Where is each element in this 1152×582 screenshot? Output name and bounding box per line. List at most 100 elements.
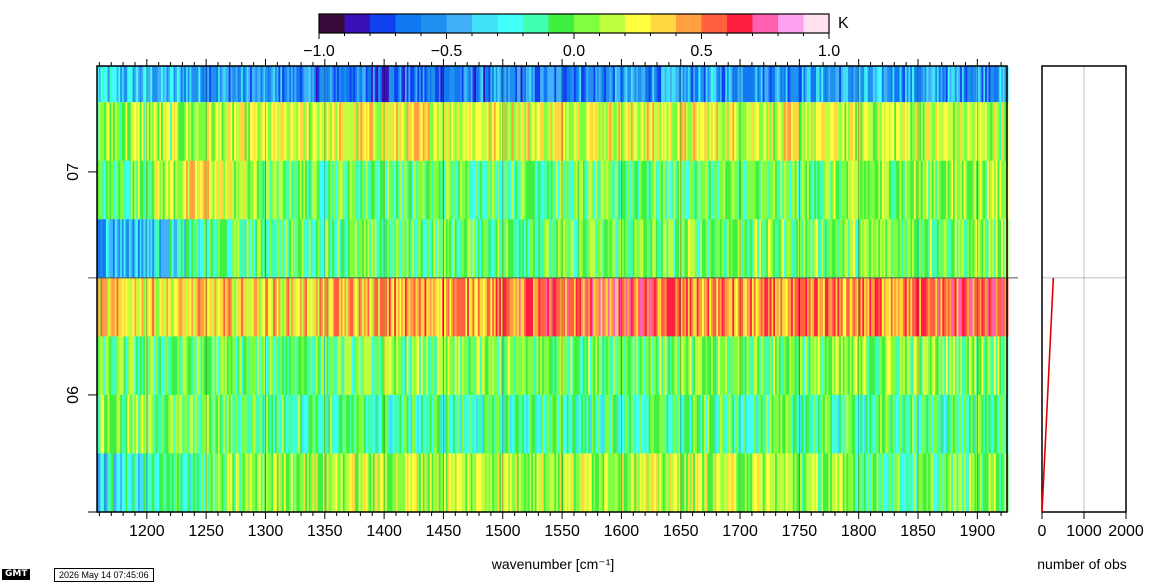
heatmap-cell	[502, 394, 505, 454]
heatmap-cell	[451, 66, 454, 103]
heatmap-cell	[655, 394, 658, 454]
heatmap-cell	[219, 160, 222, 220]
heatmap-cell	[492, 66, 495, 103]
heatmap-cell	[342, 160, 345, 220]
heatmap-cell	[175, 66, 178, 103]
heatmap-cell	[767, 453, 771, 513]
heatmap-cell	[883, 160, 886, 220]
heatmap-cell	[730, 102, 733, 162]
heatmap-cell	[926, 102, 929, 162]
heatmap-cell	[529, 66, 532, 103]
heatmap-cell	[134, 394, 137, 454]
heatmap-cell	[210, 160, 213, 220]
heatmap-cell	[234, 277, 237, 337]
heatmap-cell	[499, 160, 502, 220]
heatmap-cell	[470, 453, 473, 513]
heatmap-cell	[467, 277, 470, 337]
heatmap-cell	[248, 277, 251, 337]
heatmap-cell	[956, 160, 959, 220]
heatmap-cell	[897, 102, 900, 162]
heatmap-cell	[134, 102, 137, 162]
heatmap-cell	[993, 277, 997, 337]
heatmap-cell	[331, 66, 334, 103]
heatmap-cell	[867, 102, 870, 162]
heatmap-cell	[686, 277, 689, 337]
heatmap-cell	[812, 394, 815, 454]
heatmap-cell	[303, 66, 306, 103]
heatmap-cell	[470, 219, 473, 279]
heatmap-cell	[461, 219, 464, 279]
heatmap-cell	[125, 336, 128, 396]
heatmap-cell	[727, 394, 730, 454]
heatmap-cell	[422, 453, 425, 513]
heatmap-cell	[274, 394, 278, 454]
heatmap-cell	[561, 160, 564, 220]
heatmap-cell	[372, 277, 375, 337]
heatmap-cell	[823, 160, 826, 220]
heatmap-cell	[184, 336, 187, 396]
heatmap-cell	[203, 394, 206, 454]
heatmap-cell	[194, 66, 197, 103]
heatmap-cell	[565, 102, 568, 162]
heatmap-cell	[785, 102, 788, 162]
heatmap-cell	[125, 219, 128, 279]
heatmap-cell	[696, 453, 699, 513]
heatmap-cell	[431, 102, 434, 162]
heatmap-cell	[741, 66, 744, 103]
heatmap-cell	[620, 394, 623, 454]
heatmap-cell	[105, 336, 108, 396]
heatmap-cell	[538, 219, 541, 279]
heatmap-cell	[146, 453, 149, 513]
heatmap-cell	[347, 336, 351, 396]
heatmap-cell	[577, 102, 580, 162]
heatmap-cell	[356, 394, 359, 454]
heatmap-cell	[515, 66, 518, 103]
heatmap-cell	[657, 102, 660, 162]
heatmap-cell	[440, 394, 443, 454]
heatmap-cell	[874, 394, 877, 454]
heatmap-cell	[782, 219, 785, 279]
heatmap-cell	[287, 102, 290, 162]
heatmap-cell	[814, 453, 817, 513]
heatmap-cell	[931, 336, 934, 396]
heatmap-cell	[258, 394, 262, 454]
heatmap-cell	[700, 453, 703, 513]
heatmap-cell	[248, 66, 251, 103]
heatmap-cell	[942, 394, 945, 454]
heatmap-cell	[246, 102, 249, 162]
heatmap-cell	[844, 102, 847, 162]
heatmap-cell	[760, 160, 763, 220]
heatmap-cell	[961, 66, 964, 103]
heatmap-cell	[253, 66, 256, 103]
heatmap-cell	[999, 394, 1002, 454]
heatmap-cell	[662, 66, 666, 103]
heatmap-cell	[525, 66, 528, 103]
heatmap-cell	[330, 219, 333, 279]
heatmap-cell	[725, 219, 728, 279]
heatmap-cell	[947, 66, 950, 103]
heatmap-cell	[187, 336, 190, 396]
heatmap-cell	[664, 219, 667, 279]
heatmap-cell	[609, 160, 612, 220]
heatmap-cell	[287, 453, 290, 513]
heatmap-cell	[630, 277, 633, 337]
heatmap-cell	[559, 102, 562, 162]
heatmap-cell	[920, 66, 924, 103]
heatmap-cell	[198, 453, 201, 513]
heatmap-cell	[707, 219, 710, 279]
heatmap-cell	[967, 102, 970, 162]
heatmap-cell	[175, 277, 178, 337]
heatmap-cell	[436, 102, 439, 162]
heatmap-cell	[693, 160, 696, 220]
heatmap-cell	[362, 102, 365, 162]
heatmap-cell	[127, 336, 130, 396]
heatmap-cell	[171, 219, 174, 279]
heatmap-cell	[148, 336, 151, 396]
heatmap-cell	[812, 66, 815, 103]
heatmap-cell	[150, 66, 153, 103]
heatmap-cell	[399, 66, 402, 103]
heatmap-cell	[743, 66, 746, 103]
heatmap-cell	[858, 219, 861, 279]
heatmap-cell	[876, 160, 879, 220]
heatmap-cell	[285, 336, 288, 396]
